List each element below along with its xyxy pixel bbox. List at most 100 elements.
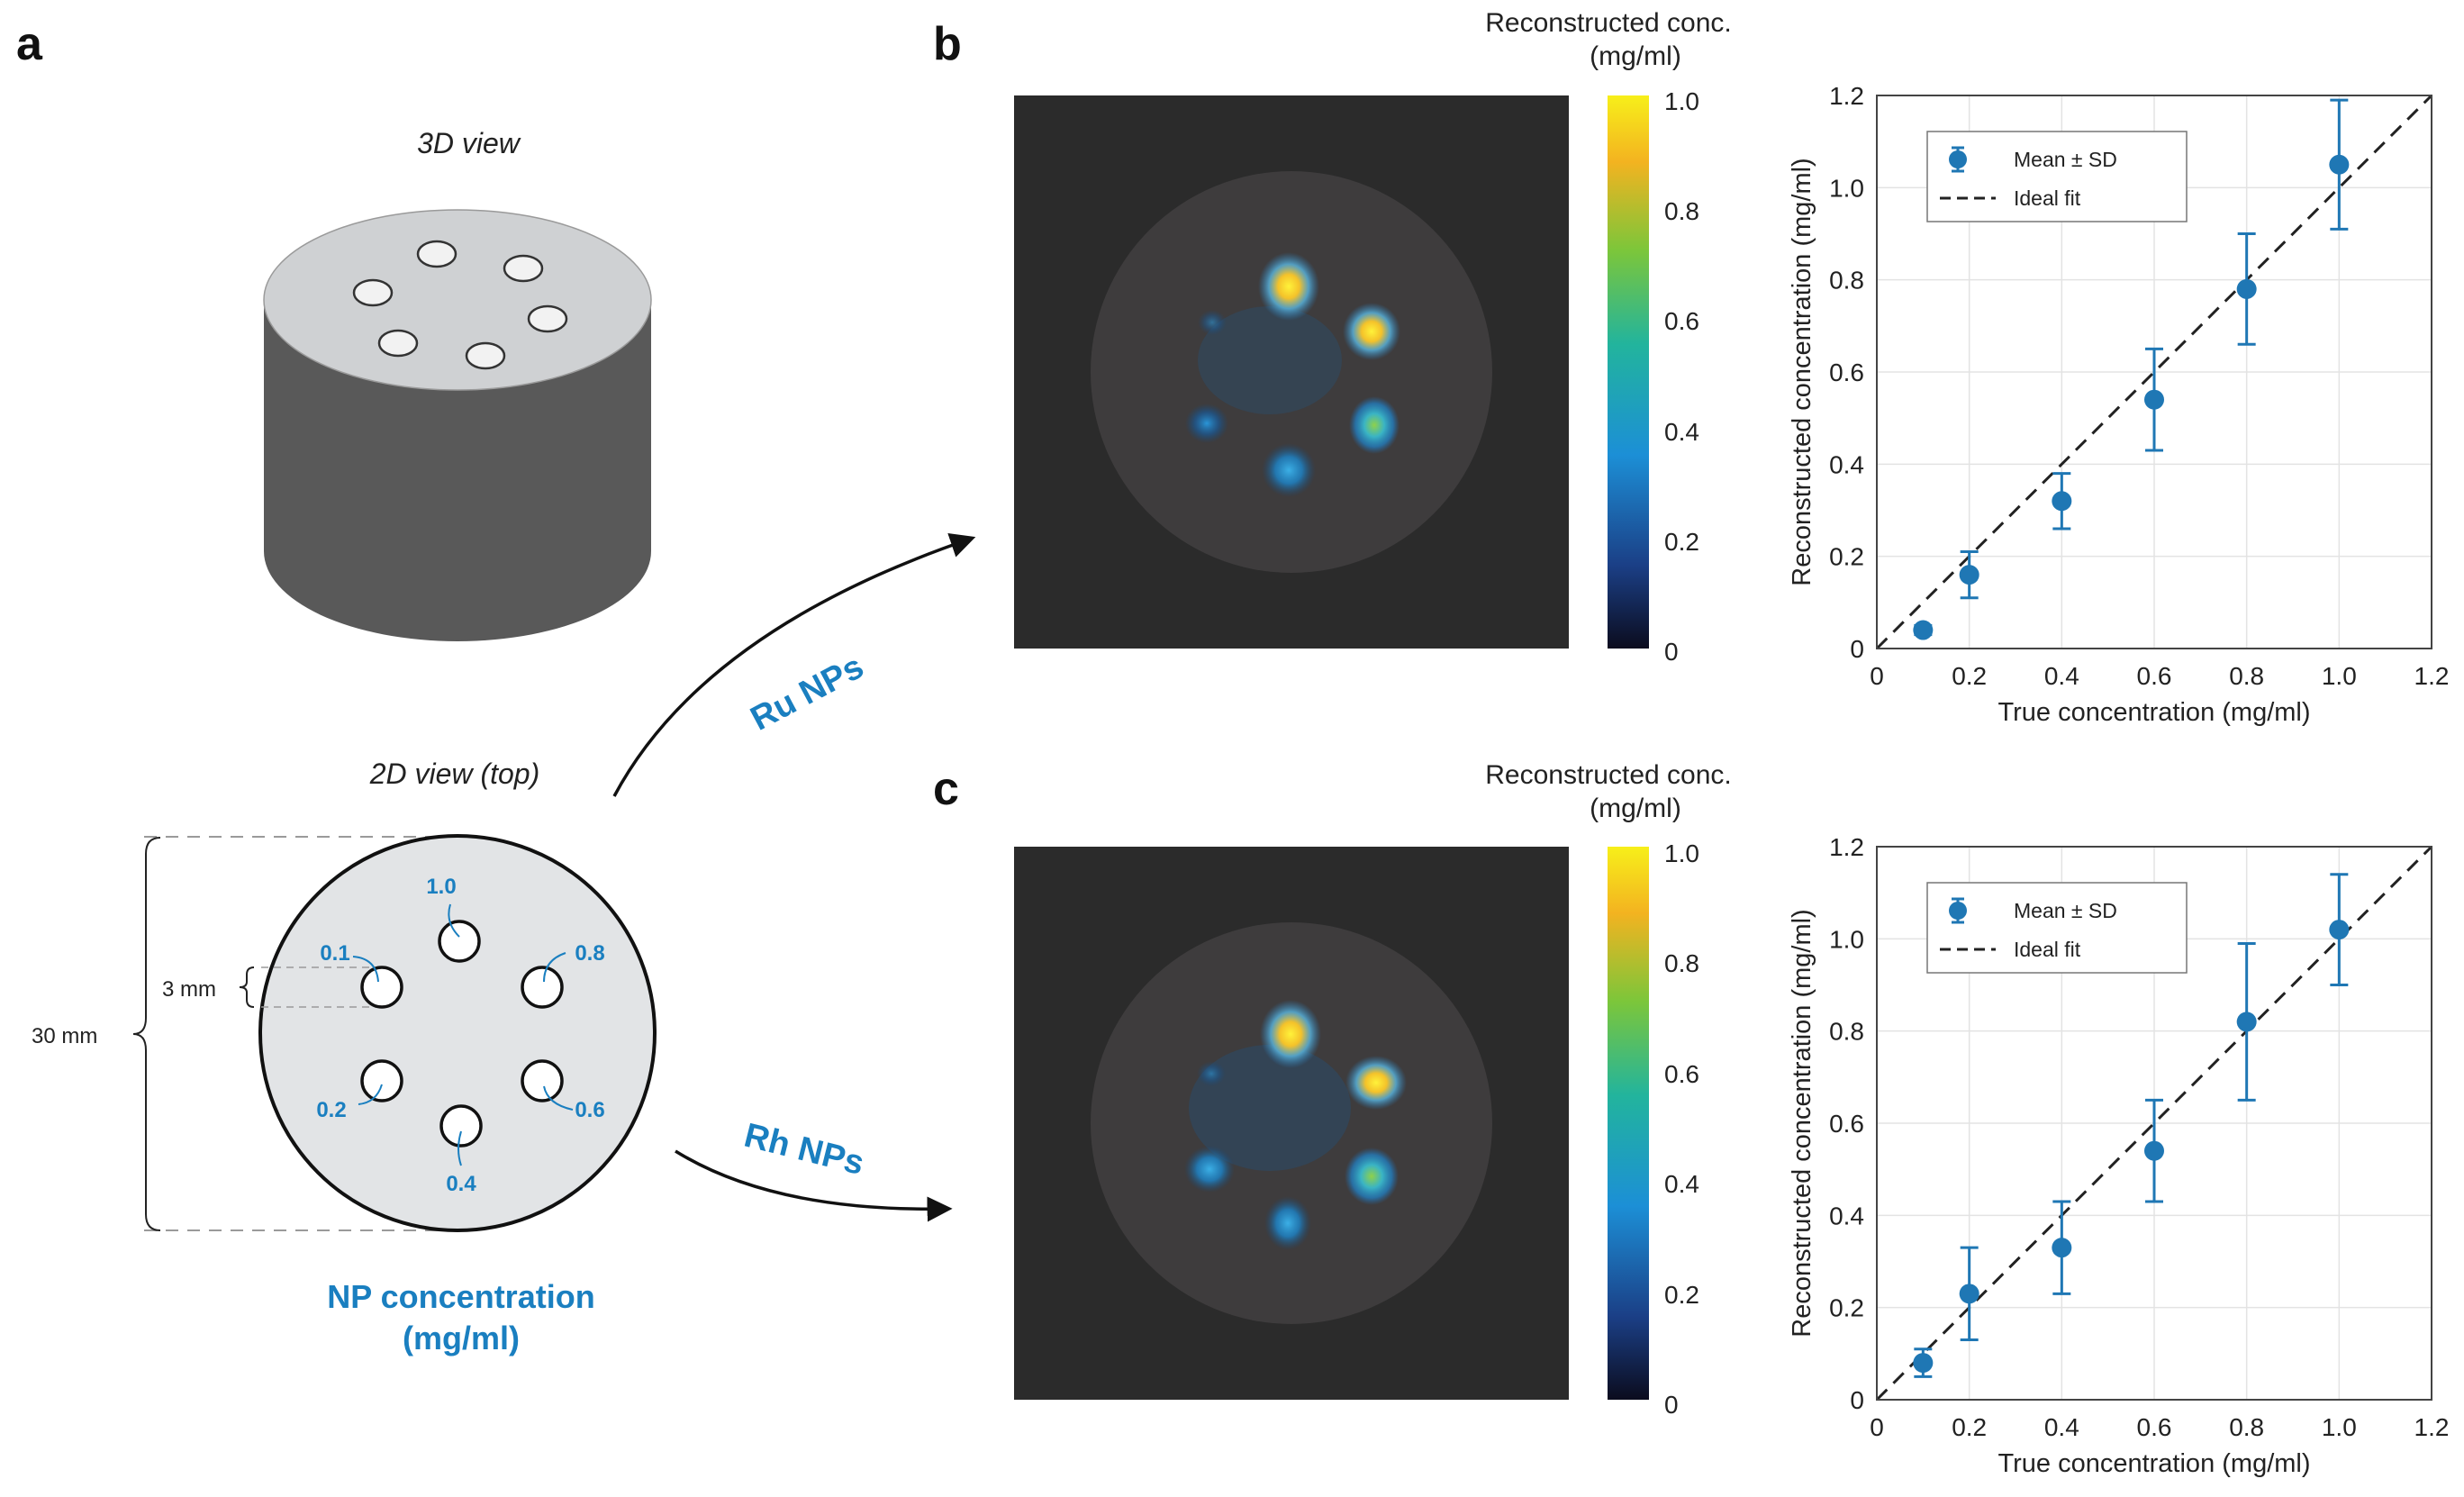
dim-3mm: 3 mm: [162, 977, 216, 1002]
data-point: [2144, 389, 2164, 410]
cylinder-hole: [503, 254, 544, 283]
cylinder-3d: [263, 209, 652, 641]
legend-entry-mean: Mean ± SD: [2014, 148, 2117, 171]
data-point: [1913, 1353, 1934, 1374]
x-tick-label: 0.4: [2044, 1413, 2079, 1441]
y-tick-label: 1.2: [1829, 82, 1864, 110]
data-point: [2052, 491, 2072, 512]
x-tick-label: 1.0: [2322, 1413, 2357, 1441]
colorbar-c-tick: 0: [1664, 1391, 1679, 1419]
colorbar-c-title-2: (mg/ml): [1590, 794, 1681, 823]
x-tick-label: 0.6: [2137, 1413, 2172, 1441]
plot-frame: [1876, 846, 2432, 1401]
well-label-0-2: 0.2: [316, 1098, 346, 1122]
legend-marker-icon: [1949, 902, 1967, 920]
legend-entry-mean: Mean ± SD: [2014, 899, 2117, 922]
hotspot-0-4: [1264, 1196, 1311, 1250]
arrow-to-b: [612, 533, 976, 797]
x-tick-label: 0.2: [1952, 1413, 1987, 1441]
legend-marker-icon: [1949, 150, 1967, 168]
colorbar-c-tick: 0.4: [1664, 1170, 1699, 1198]
colorbar-c-tick: 0.6: [1664, 1060, 1699, 1088]
np-caption-line2: (mg/ml): [403, 1320, 520, 1356]
legend-entry-ideal: Ideal fit: [2014, 938, 2081, 961]
hotspot-0-6: [1345, 1148, 1399, 1205]
y-tick-label: 1.2: [1829, 833, 1864, 861]
y-tick-label: 0.6: [1829, 1110, 1864, 1138]
phantom-disk: [1091, 922, 1492, 1324]
hotspot-1-0: [1260, 1000, 1321, 1068]
legend-box: [1926, 882, 2188, 974]
scatter-plot-c: 0 0.2 0.4 0.6 0.8 1.0 1.2 0 0.2 0.4 0.6 0.8 1.0 1.2 Me…: [1788, 833, 2449, 1478]
panel-letter-a: a: [16, 18, 43, 70]
plot-frame: [1876, 95, 2432, 649]
hotspot-0-4: [1262, 443, 1316, 497]
colorbar-b-tick: 0.2: [1664, 528, 1699, 556]
scatter-plot-b: 0 0.2 0.4 0.6 0.8 1.0 1.2 0 0.2 0.4 0.6 0.8 1.0 1.2 Me…: [1788, 82, 2449, 727]
y-tick-label: 0.2: [1829, 543, 1864, 571]
hotspot-0-8: [1343, 303, 1400, 360]
well-0-6: [521, 1059, 564, 1102]
cylinder-hole: [377, 329, 419, 358]
colorbar-c-tick: 0.2: [1664, 1281, 1699, 1309]
panel-letter-c: c: [933, 763, 959, 815]
y-tick-label: 0.4: [1829, 1202, 1864, 1229]
dim-30mm: 30 mm: [32, 1024, 97, 1048]
colorbar-c-tick: 1.0: [1664, 839, 1699, 867]
cylinder-hole: [527, 304, 568, 333]
recon-image-c: [1014, 847, 1569, 1400]
y-tick-label: 0: [1850, 635, 1864, 663]
x-tick-label: 1.0: [2322, 662, 2357, 690]
x-tick-label: 1.2: [2414, 1413, 2450, 1441]
y-tick-label: 0.2: [1829, 1294, 1864, 1322]
hotspot-0-2: [1184, 1146, 1235, 1193]
x-axis-label: True concentration (mg/ml): [1997, 698, 2310, 727]
data-point: [1959, 1284, 1979, 1304]
hotspot-0-2: [1185, 404, 1228, 443]
colorbar-b-tick: 1.0: [1664, 87, 1699, 115]
colorbar-c: [1608, 847, 1649, 1400]
hotspot-0-1: [1198, 310, 1227, 335]
faint-noise: [1198, 306, 1342, 414]
brace-3mm: [239, 966, 255, 1008]
y-axis-label: Reconstructed concentration (mg/ml): [1788, 158, 1816, 585]
arrow-label-rh: Rh NPs: [740, 1117, 867, 1183]
hotspot-0-8: [1345, 1056, 1407, 1110]
well-0-1: [360, 966, 403, 1009]
view2d-title: 2D view (top): [369, 758, 540, 790]
well-0-8: [521, 966, 564, 1009]
y-axis-label: Reconstructed concentration (mg/ml): [1788, 909, 1816, 1337]
x-tick-label: 0.4: [2044, 662, 2079, 690]
well-0-2: [360, 1059, 403, 1102]
cylinder-side: [264, 300, 651, 641]
recon-image-b: [1014, 95, 1569, 649]
colorbar-b-tick: 0.8: [1664, 197, 1699, 225]
well-label-0-4: 0.4: [446, 1172, 476, 1196]
y-tick-label: 1.0: [1829, 174, 1864, 202]
data-point: [2329, 154, 2350, 175]
x-tick-label: 0.6: [2137, 662, 2172, 690]
panel-letter-b: b: [933, 18, 962, 70]
x-tick-label: 0.8: [2229, 1413, 2264, 1441]
colorbar-b-tick: 0: [1664, 638, 1679, 666]
data-point: [2144, 1140, 2164, 1161]
cylinder-hole: [416, 240, 457, 268]
colorbar-b: [1608, 95, 1649, 649]
colorbar-b-tick: 0.6: [1664, 307, 1699, 335]
data-point: [2329, 920, 2350, 940]
cylinder-top: [263, 209, 652, 391]
view3d-title: 3D view: [417, 127, 521, 159]
x-tick-label: 0: [1870, 662, 1884, 690]
x-tick-label: 0.8: [2229, 662, 2264, 690]
hotspot-1-0: [1258, 252, 1319, 321]
y-tick-label: 0: [1850, 1386, 1864, 1414]
well-0-4: [439, 1104, 483, 1148]
well-label-0-6: 0.6: [575, 1098, 604, 1122]
legend-entry-ideal: Ideal fit: [2014, 186, 2081, 210]
cylinder-hole: [352, 278, 394, 307]
phantom-outline: [258, 834, 657, 1232]
hotspot-0-1: [1197, 1061, 1226, 1086]
well-label-1-0: 1.0: [426, 875, 456, 899]
well-label-0-8: 0.8: [575, 941, 604, 966]
